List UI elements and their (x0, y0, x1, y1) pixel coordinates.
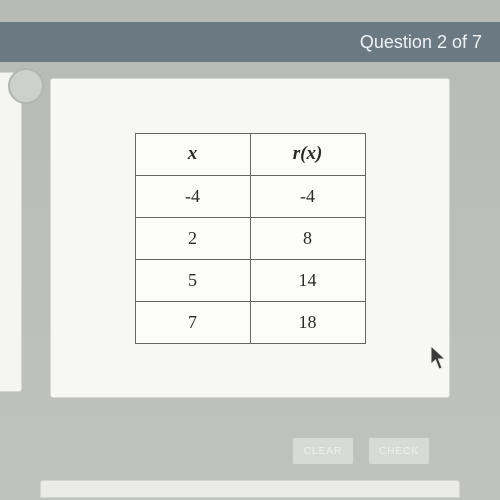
clear-button[interactable]: CLEAR (292, 437, 354, 465)
check-button[interactable]: CHECK (368, 437, 430, 465)
table-row: -4 -4 (135, 175, 365, 217)
function-table: x r(x) -4 -4 2 8 5 14 7 18 (135, 133, 366, 344)
table-cell: 18 (250, 301, 365, 343)
table-row: 5 14 (135, 259, 365, 301)
table-cell: 5 (135, 259, 250, 301)
bottom-panel-stub (40, 480, 460, 498)
question-card: x r(x) -4 -4 2 8 5 14 7 18 (50, 78, 450, 398)
col-header-rx: r(x) (250, 133, 365, 175)
table-cell: 7 (135, 301, 250, 343)
table-cell: 2 (135, 217, 250, 259)
question-header: Question 2 of 7 (0, 22, 500, 62)
table-cell: 8 (250, 217, 365, 259)
table-cell: 14 (250, 259, 365, 301)
col-header-x: x (135, 133, 250, 175)
table-row: 7 18 (135, 301, 365, 343)
left-panel-stub (0, 72, 22, 392)
question-progress-label: Question 2 of 7 (360, 32, 482, 53)
table-row: 2 8 (135, 217, 365, 259)
table-header-row: x r(x) (135, 133, 365, 175)
action-buttons: CLEAR CHECK (292, 437, 430, 465)
question-number-badge (8, 68, 44, 104)
table-cell: -4 (250, 175, 365, 217)
table-cell: -4 (135, 175, 250, 217)
